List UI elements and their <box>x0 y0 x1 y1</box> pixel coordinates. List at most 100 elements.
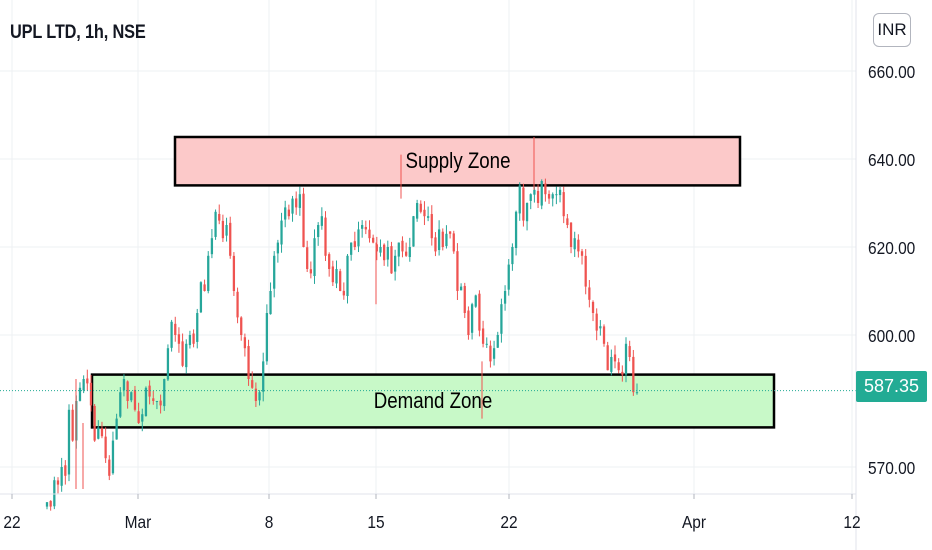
candle-body <box>577 239 580 252</box>
candle <box>291 195 294 222</box>
candle <box>518 182 521 221</box>
candle <box>555 186 558 205</box>
x-tick-label: Apr <box>682 512 706 532</box>
candle <box>408 237 411 262</box>
candle <box>155 400 159 410</box>
candle-body <box>174 323 177 335</box>
candle-body <box>133 389 137 410</box>
candle-body <box>485 343 488 345</box>
x-tick-label: 12 <box>843 512 860 532</box>
candle <box>152 390 155 405</box>
candle <box>144 386 148 417</box>
candle-body <box>383 244 386 261</box>
candle <box>108 455 111 481</box>
candle <box>324 211 327 261</box>
candle-body <box>445 233 448 247</box>
candle-body <box>555 194 558 196</box>
demand-zone-box[interactable] <box>90 373 776 429</box>
candle-body <box>529 194 532 201</box>
candle <box>500 298 503 343</box>
candle-body <box>364 226 367 230</box>
candle <box>64 460 67 485</box>
candle-body <box>240 317 243 335</box>
candle-body <box>254 388 258 401</box>
candle <box>610 349 613 376</box>
candle <box>298 186 301 216</box>
candle-body <box>152 398 155 401</box>
candle <box>174 316 177 342</box>
candle-body <box>452 233 455 252</box>
candle <box>225 217 228 242</box>
candle <box>372 234 375 244</box>
candle <box>210 229 214 259</box>
candle <box>394 249 397 281</box>
candle <box>82 375 85 394</box>
y-tick-label: 660.00 <box>868 62 915 82</box>
candle-body <box>423 209 426 217</box>
candle-body <box>459 286 463 291</box>
candle-body <box>159 400 162 406</box>
candle <box>309 261 312 279</box>
candle-body <box>507 264 510 290</box>
candle-body <box>60 467 63 486</box>
candle-body <box>525 203 529 222</box>
candle <box>547 190 551 204</box>
candle <box>562 186 565 224</box>
candle <box>313 229 316 284</box>
last-price-badge: 587.35 <box>856 371 927 402</box>
candle-body <box>339 271 342 291</box>
candle-body <box>210 238 214 255</box>
candle-body <box>606 345 609 371</box>
candle-body <box>595 313 598 331</box>
candle-body <box>115 418 118 440</box>
candle-body <box>177 334 181 344</box>
candle <box>353 231 356 251</box>
candle-body <box>229 222 232 256</box>
candle-body <box>350 242 353 255</box>
candle <box>60 457 63 492</box>
candle <box>218 204 221 225</box>
candle <box>401 236 404 258</box>
candle <box>525 202 529 231</box>
candle <box>97 420 100 440</box>
candle <box>412 215 415 247</box>
candle <box>569 222 573 254</box>
candle <box>199 281 203 314</box>
candle <box>236 287 239 324</box>
candle <box>320 207 323 230</box>
candle <box>177 327 181 353</box>
candle-body <box>331 266 334 283</box>
y-tick-label: 620.00 <box>868 238 915 258</box>
candle-body <box>624 343 628 375</box>
candle-body <box>45 502 49 507</box>
candle <box>339 268 342 292</box>
candle-body <box>588 287 591 300</box>
candle <box>430 205 433 246</box>
candle-body <box>258 392 261 401</box>
candle <box>621 365 624 382</box>
candle-body <box>573 238 576 250</box>
candle <box>280 212 283 253</box>
candle-body <box>269 291 272 315</box>
candle-body <box>437 229 441 251</box>
supply-zone-box[interactable] <box>173 135 742 187</box>
candle-body <box>419 203 422 212</box>
candle-body <box>243 337 247 349</box>
candle <box>181 333 184 368</box>
candle-body <box>89 382 93 406</box>
candle <box>522 183 525 227</box>
candle-body <box>404 251 408 256</box>
supply-zone-label: Supply Zone <box>406 150 511 174</box>
demand-zone-label: Demand Zone <box>374 390 492 414</box>
candle-body <box>192 333 195 344</box>
candle <box>573 231 576 257</box>
candle-body <box>86 378 89 384</box>
candle-body <box>518 185 521 214</box>
candle-body <box>287 209 290 217</box>
candle-body <box>108 459 111 476</box>
candle-body <box>390 246 393 274</box>
candle-body <box>203 284 206 291</box>
currency-button[interactable]: INR <box>873 13 911 47</box>
candle <box>503 285 507 311</box>
